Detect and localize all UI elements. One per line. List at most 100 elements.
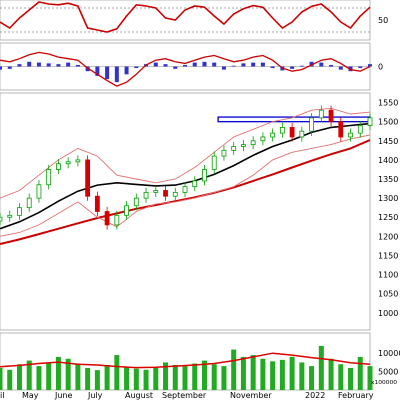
candle-body [318, 109, 324, 119]
x-axis-label: June [54, 391, 73, 400]
volume-bar [55, 356, 61, 390]
candle-body [279, 127, 285, 134]
volume-ma-line [0, 352, 371, 369]
candle-body [153, 190, 159, 193]
price-tick-1400: 1400 [378, 156, 398, 165]
candle-body [36, 184, 42, 199]
candle-body [94, 195, 100, 212]
macd-histogram-bar [368, 64, 372, 67]
x-axis: il May June July August September November 2022… [0, 391, 374, 400]
macd-histogram-bar [212, 62, 217, 67]
volume-bar [299, 362, 305, 390]
candle-body [367, 117, 373, 126]
macd-histogram-bar [329, 64, 334, 67]
macd-histogram-bar [319, 62, 324, 67]
oscillator-panel: 50 [0, 0, 388, 41]
macd-histogram-bar [56, 64, 61, 67]
candle-body [143, 191, 149, 199]
volume-bar [65, 358, 71, 390]
candle-body [202, 169, 207, 182]
volume-bar [318, 345, 324, 390]
x-axis-label: August [125, 391, 153, 400]
x-axis-label: February [338, 391, 374, 400]
volume-bar [0, 367, 3, 390]
candle-body [26, 197, 32, 209]
price-panel: 1000 1050 1100 1150 1200 1250 1300 1350 1400 1450… [0, 92, 398, 331]
volume-bar [348, 367, 354, 390]
x-axis-label: November [230, 391, 272, 400]
macd-histogram-bar [17, 64, 22, 67]
bollinger-upper-band [0, 107, 371, 199]
macd-histogram-bar [251, 62, 256, 67]
volume-bar [260, 358, 266, 390]
candle-body [0, 216, 3, 222]
volume-bar [309, 366, 315, 390]
candle-body [338, 121, 344, 138]
x-axis-label: 2022 [305, 391, 325, 400]
macd-histogram-bar [75, 64, 80, 67]
candle-body [231, 146, 237, 151]
volume-bar [231, 349, 237, 390]
candle-body [46, 169, 52, 186]
volume-bar [211, 364, 217, 390]
x-axis-label: May [22, 391, 39, 400]
volume-panel: 5000 10000 x100000 [0, 332, 400, 391]
volume-bar [75, 363, 81, 390]
macd-histogram-bar [221, 66, 226, 70]
osc-series-line [0, 1, 371, 33]
price-tick-1350: 1350 [378, 175, 398, 184]
x-axis-label: July [87, 391, 103, 400]
macd-histogram-bar [270, 66, 275, 69]
macd-histogram-bar [114, 66, 119, 83]
candle-body [124, 205, 129, 216]
price-tick-1250: 1250 [378, 213, 398, 222]
volume-bar [357, 356, 363, 390]
macd-histogram-bar [260, 62, 265, 67]
candle-body [309, 117, 314, 132]
candle-body [192, 180, 198, 188]
candle-body [328, 109, 334, 123]
bollinger-lower-band [0, 134, 371, 237]
macd-histogram-bar [358, 66, 363, 69]
volume-bar [163, 362, 169, 390]
candle-body [221, 149, 227, 157]
candle-body [250, 140, 256, 146]
macd-histogram-bar [7, 66, 12, 69]
candle-body [289, 127, 295, 138]
macd-histogram-bar [163, 64, 168, 67]
candle-body [211, 155, 217, 170]
macd-tick-0: 0 [378, 63, 383, 72]
volume-bar [279, 359, 285, 390]
volume-bar [328, 358, 334, 390]
candle-body [7, 214, 13, 218]
volume-bar [133, 368, 139, 390]
candle-body [299, 130, 305, 138]
ma-black-line [0, 122, 371, 230]
macd-histogram-bar [231, 65, 236, 67]
volume-bar [192, 363, 198, 390]
macd-histogram-bar [95, 66, 100, 76]
volume-bar [26, 360, 32, 390]
ma-red-line [0, 139, 371, 245]
volume-bar [85, 367, 91, 390]
volume-bar [143, 369, 149, 390]
macd-signal-line [0, 51, 371, 87]
candle-body [260, 136, 266, 142]
price-tick-1550: 1550 [378, 99, 398, 108]
volume-bar [250, 355, 256, 390]
candle-body [56, 163, 61, 170]
volume-bar [182, 366, 188, 390]
macd-histogram-bar [46, 63, 51, 67]
volume-bar [104, 364, 110, 390]
macd-histogram-bar [290, 66, 295, 69]
candle-body [182, 186, 188, 193]
candle-body [104, 211, 110, 226]
macd-histogram-bar [36, 62, 41, 67]
candle-body [85, 159, 91, 197]
volume-bar [94, 370, 100, 390]
macd-histogram-bar [66, 62, 71, 67]
candle-body [65, 161, 71, 165]
macd-histogram-bar [27, 61, 32, 67]
price-tick-1300: 1300 [378, 194, 398, 203]
